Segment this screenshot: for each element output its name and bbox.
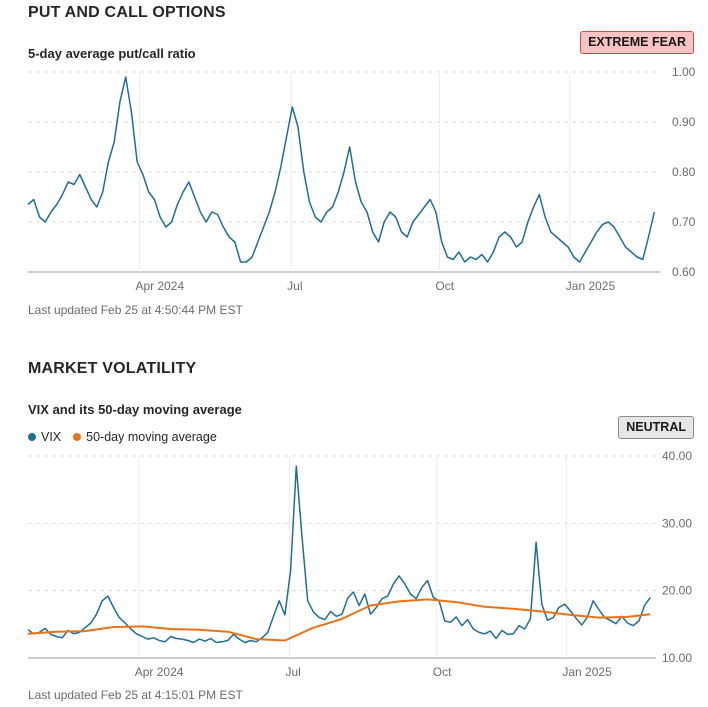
pc-series-line-5-day-average-put-call-ratio (27, 76, 656, 263)
pc-y-tick-label: 0.60 (672, 265, 696, 279)
vix-y-tick-label: 10.00 (662, 651, 692, 665)
pc-x-tick-label: Oct (435, 279, 454, 293)
sentiment-badge-volatility: NEUTRAL (618, 416, 694, 439)
vix-x-tick-label: Apr 2024 (135, 665, 184, 679)
section-title-volatility: MARKET VOLATILITY (28, 360, 197, 377)
vix-series-line-50-day-moving-average (27, 598, 651, 642)
pc-y-tick-label: 1.00 (672, 65, 696, 79)
vix-y-tick-label: 30.00 (662, 516, 692, 530)
legend-dot-ma (73, 433, 82, 441)
vix-y-tick-label: 20.00 (662, 584, 692, 598)
pc-y-tick-label: 0.70 (672, 215, 696, 229)
last-updated-put-call: Last updated Feb 25 at 4:50:44 PM EST (28, 303, 243, 317)
legend-label-ma: 50-day moving average (86, 430, 217, 444)
legend-dot-vix (28, 433, 36, 441)
vix-x-tick-label: Oct (433, 665, 452, 679)
vix-x-tick-label: Jul (285, 665, 300, 679)
legend-item-vix: VIX (28, 430, 61, 444)
chart-legend: VIX 50-day moving average (28, 430, 225, 444)
vix-x-tick-label: Jan 2025 (562, 665, 612, 679)
pc-x-tick-label: Jan 2025 (566, 279, 616, 293)
pc-y-tick-label: 0.80 (672, 165, 696, 179)
put-call-chart: 0.60 0.70 0.80 0.90 1.00 Apr 2024 Jul Oct Jan 20… (27, 65, 696, 293)
pc-y-tick-label: 0.90 (672, 115, 696, 129)
sentiment-badge-put-call: EXTREME FEAR (580, 31, 694, 54)
pc-x-tick-label: Apr 2024 (135, 279, 184, 293)
legend-item-ma: 50-day moving average (73, 430, 217, 444)
legend-label-vix: VIX (41, 430, 62, 444)
vix-series-line-vix (27, 465, 651, 644)
last-updated-volatility: Last updated Feb 25 at 4:15:01 PM EST (28, 688, 243, 702)
vix-y-tick-label: 40.00 (662, 449, 692, 463)
chart-subtitle-put-call: 5-day average put/call ratio (28, 46, 196, 61)
pc-x-tick-label: Jul (287, 279, 302, 293)
chart-subtitle-volatility: VIX and its 50-day moving average (28, 402, 242, 417)
section-title-put-call: PUT AND CALL OPTIONS (28, 4, 226, 21)
